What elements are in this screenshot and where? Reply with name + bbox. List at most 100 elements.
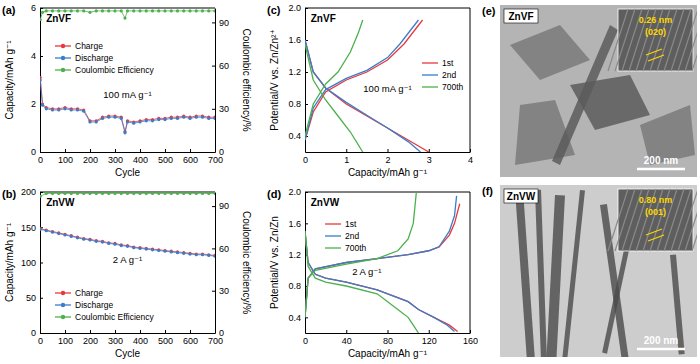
tick: 40 — [342, 330, 352, 346]
tick: 0 — [31, 328, 43, 338]
sample-label-box — [504, 189, 538, 203]
sample-label: ZnVW — [311, 197, 340, 208]
plot-area — [305, 192, 460, 333]
tick-label: 400 — [133, 336, 148, 346]
tick: 1.2 — [288, 67, 308, 77]
y-axis-title: Potential/V vs. Zn/Zn²⁺ — [269, 29, 280, 130]
marker — [51, 230, 54, 233]
tick-label: 30 — [219, 104, 229, 114]
marker — [195, 192, 198, 195]
tick-label: 2.0 — [288, 3, 301, 13]
sample-label: ZnVW — [46, 197, 75, 208]
tick: 80 — [383, 330, 393, 346]
tick-mark — [140, 330, 141, 333]
legend-swatch — [422, 62, 438, 63]
marker — [88, 11, 91, 14]
rate-label: 100 mA g⁻¹ — [363, 83, 411, 94]
tick-label: 4 — [468, 155, 473, 165]
marker — [88, 238, 91, 241]
legend-label: 700th — [442, 82, 464, 92]
marker — [182, 116, 185, 119]
tick: 300 — [108, 149, 123, 165]
tick-mark — [212, 248, 215, 249]
panel-label: (c) — [267, 4, 281, 16]
marker — [188, 192, 191, 195]
marker — [170, 9, 173, 12]
tick-label: 0.4 — [288, 313, 301, 323]
marker — [163, 118, 166, 121]
marker — [126, 245, 129, 248]
scale-bar — [637, 168, 685, 171]
series-line — [40, 78, 215, 132]
marker — [151, 9, 154, 12]
tick: 90 — [212, 201, 229, 211]
tick-label: 30 — [219, 286, 229, 296]
axis-line — [41, 333, 216, 334]
tick-label: 200 — [83, 155, 98, 165]
marker — [182, 192, 185, 195]
series-line — [305, 20, 429, 152]
tick-mark — [212, 291, 215, 292]
marker — [126, 9, 129, 12]
tick-mark — [40, 152, 43, 153]
marker — [201, 116, 204, 119]
marker — [201, 253, 204, 256]
marker — [107, 192, 110, 195]
micrograph: (e)ZnVF0.26 nm(020)200 nm — [482, 5, 700, 177]
marker — [45, 228, 48, 231]
tick-mark — [388, 149, 389, 152]
marker — [195, 253, 198, 256]
markers — [40, 76, 215, 133]
marker — [170, 250, 173, 253]
series-line — [40, 229, 215, 256]
tick: 160 — [463, 330, 478, 346]
rod — [515, 189, 535, 357]
tick-label: 400 — [133, 155, 148, 165]
tick: 500 — [158, 330, 173, 346]
marker — [51, 231, 54, 234]
tick-label: 0 — [219, 328, 224, 338]
marker — [195, 252, 198, 255]
y-axis-title: Potential/V vs. Zn/Zn — [269, 216, 280, 309]
tick-mark — [470, 149, 471, 152]
marker — [213, 192, 215, 195]
marker — [107, 241, 110, 244]
tick-label: 3 — [427, 155, 432, 165]
tick-mark — [212, 22, 215, 23]
tick-mark — [305, 223, 308, 224]
tick-label: 100 — [58, 336, 73, 346]
tick-mark — [115, 149, 116, 152]
micrograph: (f)ZnVW0.80 nm(001)200 nm — [482, 185, 700, 363]
legend-swatch — [325, 235, 341, 236]
marker — [76, 236, 79, 239]
marker — [101, 9, 104, 12]
tick: 600 — [183, 330, 198, 346]
marker — [70, 192, 73, 195]
marker — [57, 192, 60, 195]
marker — [63, 9, 66, 12]
tick-mark — [212, 333, 215, 334]
legend-label: Charge — [75, 41, 103, 51]
marker — [82, 237, 85, 240]
y2-axis: 0306090 — [212, 9, 229, 158]
tick-label: 1.6 — [288, 219, 301, 229]
tick-label: 200 — [83, 336, 98, 346]
marker — [63, 233, 66, 236]
tick-mark — [346, 149, 347, 152]
tick: 150 — [21, 223, 43, 233]
marker — [201, 252, 204, 255]
tick-mark — [165, 149, 166, 152]
plot-area — [40, 9, 215, 134]
frame-right — [470, 8, 471, 152]
marker — [195, 9, 198, 12]
axis-line — [215, 193, 216, 334]
frame-top — [305, 8, 470, 9]
marker — [138, 120, 141, 123]
marker — [95, 240, 98, 243]
tick: 60 — [212, 244, 229, 254]
tick-mark — [90, 149, 91, 152]
marker — [40, 227, 42, 230]
tick-mark — [190, 330, 191, 333]
tick: 400 — [133, 149, 148, 165]
x-axis-title: Cycle — [115, 167, 140, 178]
